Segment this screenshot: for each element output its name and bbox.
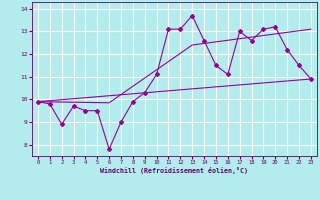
X-axis label: Windchill (Refroidissement éolien,°C): Windchill (Refroidissement éolien,°C): [100, 167, 248, 174]
